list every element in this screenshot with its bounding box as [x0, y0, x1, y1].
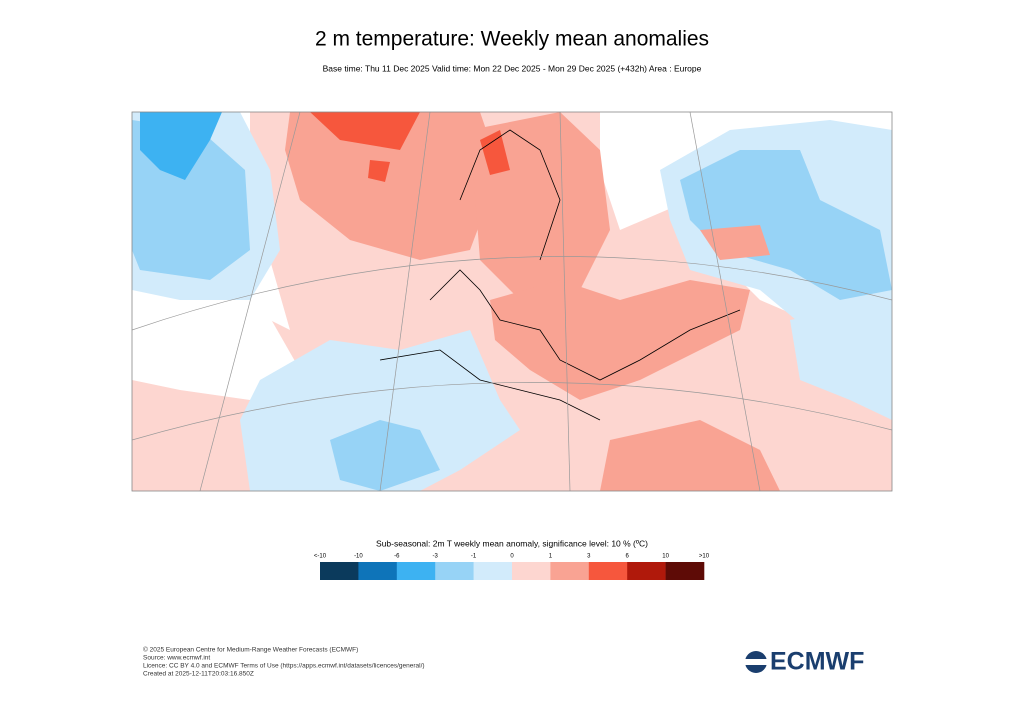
- colorbar-title: Sub-seasonal: 2m T weekly mean anomaly, …: [376, 538, 648, 548]
- colorbar-box: [435, 562, 474, 580]
- colorbar-box: [358, 562, 398, 580]
- logo: ECMWF: [745, 648, 864, 676]
- colorbar-box: [473, 562, 513, 580]
- colorbar-box: [320, 562, 359, 580]
- logo-text: ECMWF: [770, 648, 864, 676]
- colorbar-box: [588, 562, 628, 580]
- colorbar-label: 0: [510, 554, 514, 560]
- colorbar-label: <-10: [314, 554, 327, 560]
- colorbar-label: -3: [433, 554, 439, 560]
- footer-line: Licence: CC BY 4.0 and ECMWF Terms of Us…: [143, 663, 425, 670]
- map-frame: [131, 111, 893, 492]
- colorbar-box: [512, 562, 551, 580]
- footer-line: Source: www.ecmwf.int: [143, 655, 210, 662]
- colorbar-label: -6: [394, 554, 400, 560]
- footer-line: © 2025 European Centre for Medium-Range …: [143, 646, 358, 654]
- colorbar: <-10 -10 -6 -3 -1 0 1 3 6 10 >10: [314, 554, 710, 580]
- colorbar-label: 10: [662, 554, 669, 560]
- colorbar-label: 1: [549, 554, 553, 560]
- colorbar-box: [550, 562, 590, 580]
- colorbar-label: >10: [699, 554, 710, 560]
- colorbar-label: 3: [587, 554, 591, 560]
- map: [132, 112, 892, 491]
- colorbar-label: -1: [471, 554, 477, 560]
- colorbar-box: [396, 562, 436, 580]
- colorbar-box: [665, 562, 705, 580]
- footer-line: Created at 2025-12-11T20:03:16.850Z: [143, 671, 254, 678]
- footer: © 2025 European Centre for Medium-Range …: [143, 646, 425, 678]
- subtitle: Base time: Thu 11 Dec 2025 Valid time: M…: [323, 63, 702, 73]
- colorbar-label: -10: [354, 554, 363, 560]
- colorbar-box: [627, 562, 666, 580]
- colorbar-label: 6: [626, 554, 630, 560]
- title: 2 m temperature: Weekly mean anomalies: [315, 28, 709, 51]
